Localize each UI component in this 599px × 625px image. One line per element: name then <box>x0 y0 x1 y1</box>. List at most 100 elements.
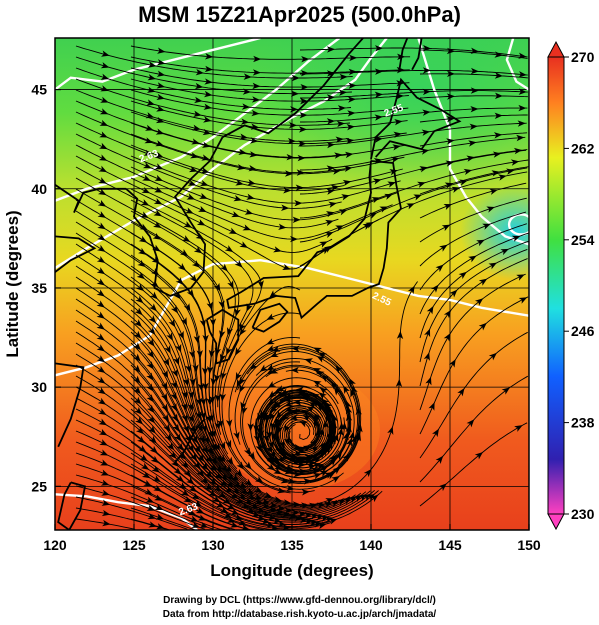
streamline-arrow <box>98 177 107 184</box>
streamline-arrow <box>275 410 284 419</box>
streamline <box>130 441 379 526</box>
streamline-arrow <box>174 433 182 442</box>
streamline <box>130 353 338 510</box>
streamline-arrow <box>284 423 291 433</box>
streamline-arrow <box>269 290 278 298</box>
streamline-arrow <box>243 447 251 457</box>
colorbar-bottom-arrow <box>547 513 565 531</box>
colorbar-tick-label: 238 <box>571 415 595 431</box>
streamline-arrow <box>457 388 465 397</box>
streamline-arrow <box>141 186 151 194</box>
streamline-arrow <box>101 499 111 506</box>
streamline-arrow <box>493 132 503 139</box>
streamline-arrow <box>173 356 180 366</box>
streamline-arrow <box>246 303 253 312</box>
streamline-arrow <box>254 475 264 483</box>
streamline-arrow <box>100 62 110 69</box>
streamline-arrow <box>98 165 108 173</box>
streamline-arrow <box>200 462 209 471</box>
streamline-arrow <box>209 318 217 327</box>
streamline-arrow <box>336 120 345 128</box>
streamline <box>75 89 349 142</box>
streamline-arrow <box>98 428 108 436</box>
streamline <box>130 232 238 470</box>
streamline-arrow <box>146 99 155 106</box>
streamline-arrow <box>287 137 296 145</box>
streamline <box>299 171 528 267</box>
streamline-arrow <box>345 151 354 159</box>
streamline-arrow <box>251 96 261 103</box>
streamline-arrow <box>423 352 430 361</box>
streamline <box>130 430 375 523</box>
streamline-arrow <box>145 496 155 503</box>
streamline <box>75 463 235 530</box>
streamline-arrow <box>244 497 253 504</box>
streamline-arrow <box>494 92 503 100</box>
streamline-arrow <box>439 244 448 252</box>
streamline-arrow <box>328 518 338 525</box>
x-tick-label: 120 <box>43 537 67 553</box>
streamline-arrow <box>240 401 247 410</box>
streamline-arrow <box>217 491 227 499</box>
streamline-arrow <box>193 499 203 507</box>
streamline-arrow <box>137 259 146 268</box>
streamline-arrow <box>284 170 294 177</box>
streamline-arrow <box>419 166 428 173</box>
streamline-arrow <box>234 347 242 356</box>
streamline-arrow <box>224 464 232 473</box>
streamline-arrow <box>98 418 108 426</box>
streamline-arrow <box>241 103 251 110</box>
streamline-arrow <box>225 419 233 428</box>
streamline <box>228 337 344 490</box>
streamline-arrow <box>272 400 281 409</box>
streamline <box>75 276 247 491</box>
streamline-arrow <box>220 263 228 272</box>
streamline <box>75 287 254 497</box>
streamline <box>75 353 296 516</box>
streamline-arrow <box>100 73 110 80</box>
streamline-arrow <box>154 174 164 181</box>
streamline-arrow <box>227 280 234 289</box>
streamline-arrow <box>466 419 475 428</box>
streamline-arrow <box>315 401 325 409</box>
streamline-arrow <box>223 511 233 518</box>
streamline-arrow <box>241 406 248 415</box>
streamline-arrow <box>304 358 313 365</box>
streamline <box>130 177 393 240</box>
streamline-arrow <box>247 423 254 432</box>
credit-line-1: Drawing by DCL (https://www.gfd-dennou.o… <box>163 595 436 606</box>
streamline-arrow <box>443 333 451 342</box>
streamline-arrow <box>147 338 155 347</box>
streamline-arrow <box>301 55 310 63</box>
streamline-arrow <box>154 503 164 510</box>
streamline-arrow <box>268 514 277 521</box>
streamline-arrow <box>413 194 422 201</box>
streamline-arrow <box>133 386 141 395</box>
streamline-arrow <box>226 327 234 336</box>
streamline-arrow <box>209 477 218 486</box>
streamline-arrow <box>172 423 180 433</box>
streamline <box>75 122 345 192</box>
streamline-arrow <box>313 380 322 388</box>
streamline-arrow <box>374 91 383 99</box>
streamline-arrow <box>325 211 335 218</box>
streamline-arrow <box>332 433 339 443</box>
streamline-arrow <box>187 402 194 412</box>
streamline-arrow <box>181 235 191 242</box>
streamline-arrow <box>153 484 162 492</box>
streamline-arrow <box>214 373 221 383</box>
streamline-arrow <box>204 78 213 85</box>
streamline-arrow <box>277 520 287 528</box>
streamline-arrow <box>209 429 216 438</box>
streamline-arrow <box>326 46 335 53</box>
streamline-arrow <box>244 478 253 486</box>
streamline-arrow <box>284 405 294 412</box>
x-tick-label: 125 <box>122 537 146 553</box>
x-axis: 120 125 130 135 140 145 150 <box>43 524 541 553</box>
streamline-arrow <box>220 464 229 473</box>
streamline-arrow <box>373 158 383 165</box>
streamline-arrow <box>100 459 109 466</box>
streamline-arrow <box>218 300 225 309</box>
streamline-arrow <box>446 138 455 145</box>
